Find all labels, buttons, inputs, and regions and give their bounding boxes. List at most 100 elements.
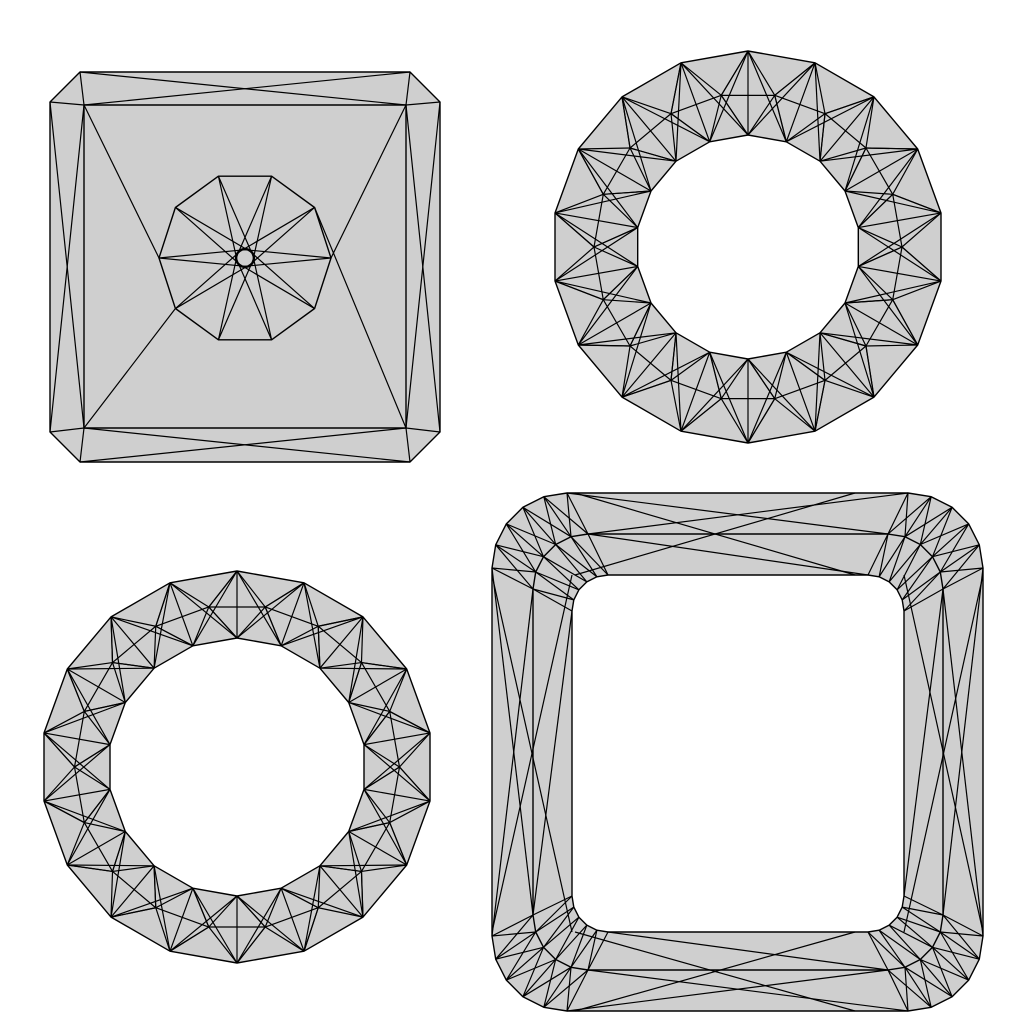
mesh-edge [904,966,932,1008]
mesh-edge [680,352,711,432]
mesh-edge [389,668,408,712]
mesh-edge [236,570,266,608]
mesh-edge [237,262,315,310]
mesh-edge [865,345,875,398]
mesh-edge [522,507,545,557]
mesh-edge [153,626,157,669]
mesh-edge [747,62,816,136]
mesh-edge [814,62,826,114]
mesh-edge [554,212,638,229]
mesh-edge [942,567,984,590]
mesh-edge [554,246,595,282]
mesh-edge [319,865,362,873]
mesh-edge [522,506,572,538]
mesh-edge [887,492,909,535]
mesh-edge [857,227,942,282]
mesh-edge [66,789,111,866]
mesh-edge [522,506,557,545]
mesh-edge [66,668,111,745]
mesh-edge [942,914,984,937]
mesh-edge [175,262,253,310]
mesh-edge [904,506,953,538]
mesh-edge [175,248,243,309]
mesh-edge [236,582,305,639]
mesh-edge [587,969,909,1012]
mesh-edge [175,206,253,254]
mesh-edge [110,616,155,669]
mesh-edge [495,544,534,590]
mesh-edge [578,148,677,162]
mesh-edge [621,379,672,398]
mesh-edge [153,582,171,669]
mesh-edge [319,667,407,670]
mesh-edge [491,567,534,590]
mesh-edge [887,496,932,535]
mesh-edge [110,907,156,918]
mesh-edge [348,668,408,704]
mesh-edge [566,492,572,537]
mesh-edge [319,864,407,867]
mesh-edge [786,351,875,398]
mesh-edge [680,62,722,96]
mesh-edge [495,914,534,960]
mesh-edge [505,946,544,981]
mesh-edge [892,193,942,214]
mesh-edge [543,969,589,1008]
mesh-edge [319,661,362,669]
mesh-edge [555,544,588,583]
mesh-edge [680,358,749,432]
mesh-edge [554,190,652,214]
mesh-edge [314,207,407,429]
mesh-edge [169,582,210,608]
mesh-edge [363,788,431,802]
mesh-edge [110,616,114,663]
mesh-edge [505,523,544,558]
mesh-edge [680,62,749,136]
mesh-edge [566,969,889,1012]
mesh-edge [675,332,682,432]
mesh-edge [66,668,126,704]
mesh-edge [303,865,321,952]
mesh-edge [543,959,557,1008]
mesh-edge [43,744,111,802]
mesh-edge [709,50,749,142]
mesh-edge [720,358,749,399]
mesh-edge [824,379,875,398]
mesh-edge [570,536,609,576]
mesh-edge [192,570,238,647]
mesh-edge [566,967,572,1012]
mesh-edge [901,246,942,282]
mesh-edge [577,148,652,192]
mesh-edge [495,931,537,960]
mesh-edge [566,492,889,535]
mesh-edge [303,582,319,627]
mesh-edge [587,931,609,971]
mesh-edge [363,711,391,745]
mesh-edge [844,302,919,346]
mesh-edge [237,206,315,254]
mesh-edge [819,148,918,162]
mesh-edge [43,732,111,790]
mesh-edge [844,147,867,192]
mesh-edge [577,302,652,346]
mesh-edge [888,924,933,948]
mesh-edge [361,864,407,873]
mesh-edge [574,931,856,1012]
mesh-edge [110,831,126,918]
mesh-edge [505,523,537,573]
mesh-edge [491,574,573,933]
mesh-edge [67,661,113,670]
square-plate-mesh [49,71,441,463]
mesh-edge [317,865,321,908]
mesh-edge [878,929,906,968]
mesh-edge [363,744,400,768]
mesh-edge [208,895,238,928]
mesh-edge [878,929,921,960]
mesh-edge [348,701,431,734]
mesh-edge [43,766,75,802]
mesh-edge [360,616,364,663]
mesh-edge [112,865,155,873]
mesh-edge [83,71,411,106]
mesh-edge [919,959,953,998]
